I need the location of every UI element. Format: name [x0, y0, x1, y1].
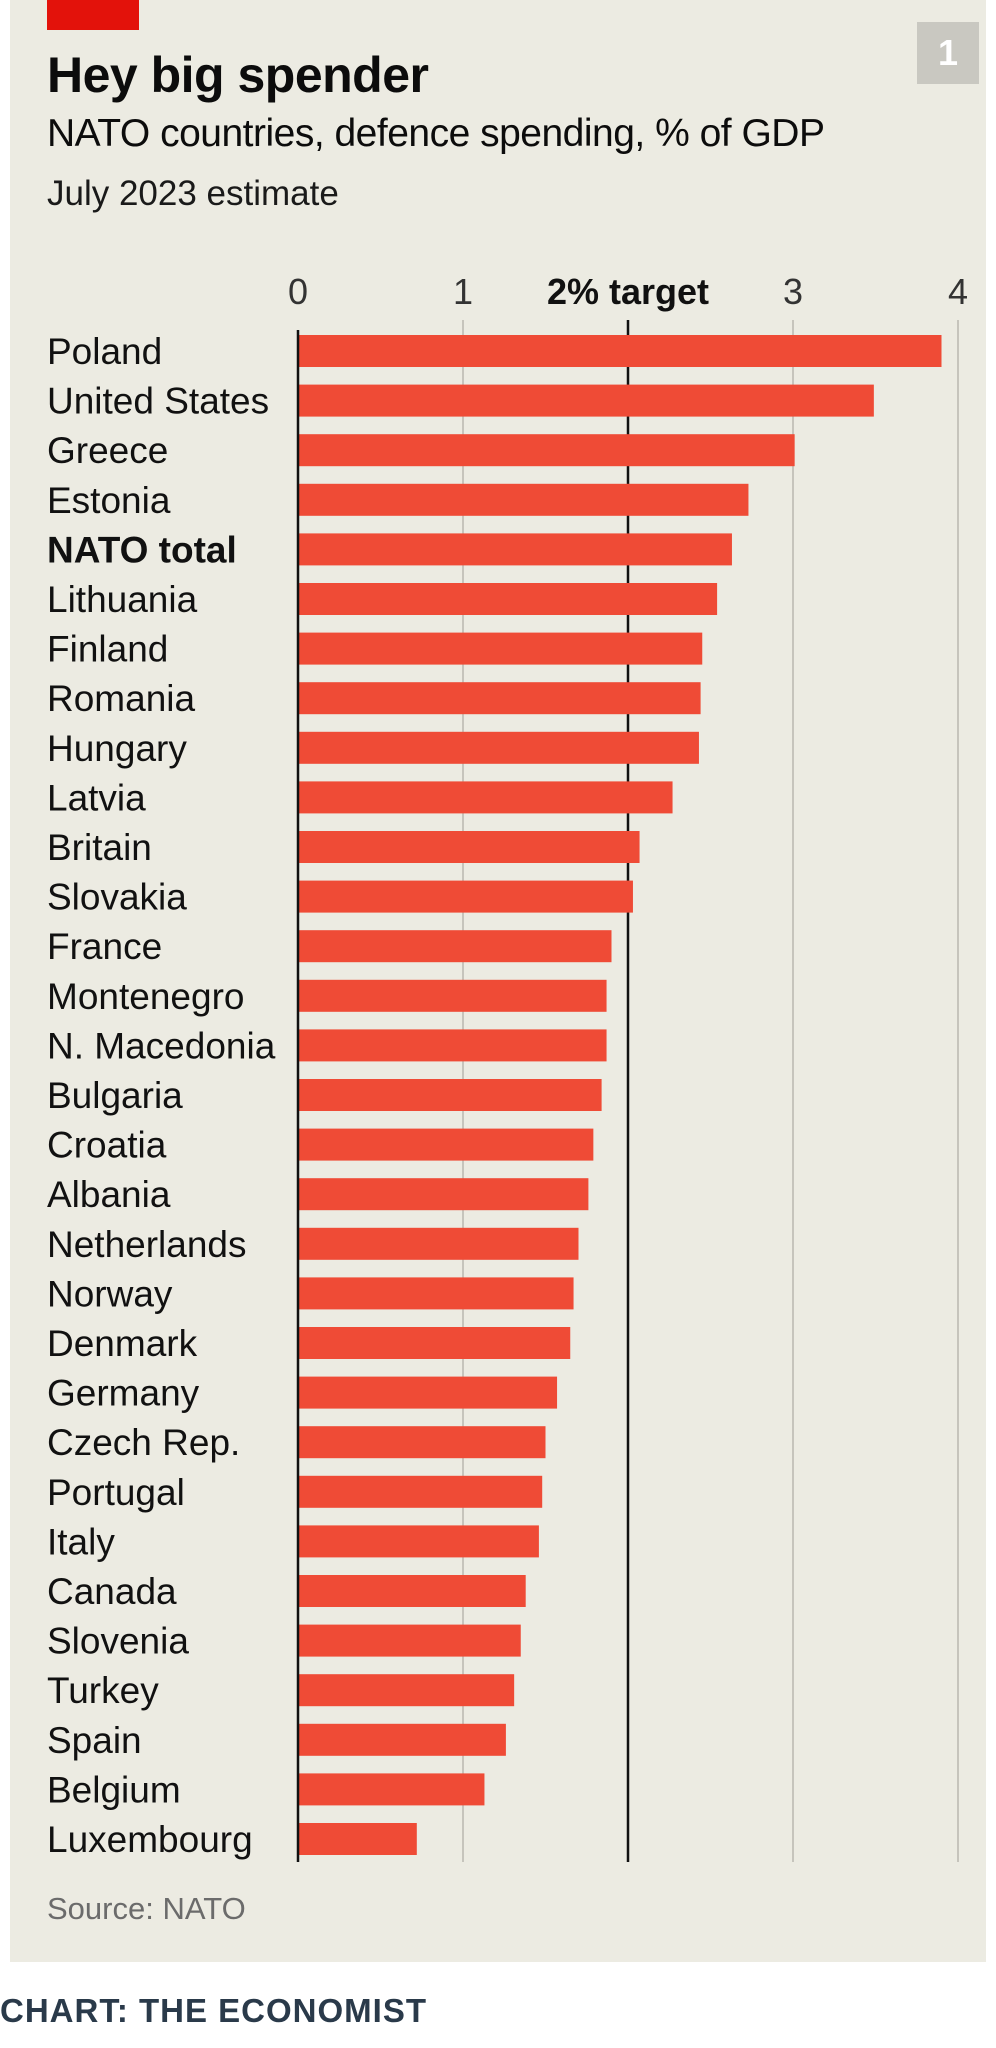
category-label: Portugal: [47, 1472, 185, 1513]
bar: [298, 483, 749, 516]
category-label: Estonia: [47, 480, 171, 521]
bar: [298, 434, 795, 467]
bar: [298, 831, 640, 863]
bar: [298, 1376, 558, 1409]
category-label: Latvia: [47, 777, 146, 818]
category-label: Albania: [47, 1174, 171, 1215]
category-label: Spain: [47, 1720, 142, 1761]
bar: [298, 583, 718, 615]
category-label: France: [47, 926, 162, 967]
bar: [298, 880, 633, 913]
bar: [298, 1178, 589, 1211]
category-label: Luxembourg: [47, 1819, 253, 1860]
chart-title: Hey big spender: [47, 47, 429, 103]
x-tick-label: 1: [453, 271, 473, 312]
bar: [298, 731, 699, 764]
bar: [298, 1674, 515, 1707]
bar: [298, 1525, 539, 1558]
category-label: Lithuania: [47, 579, 198, 620]
category-label: Netherlands: [47, 1224, 247, 1265]
category-label: Slovenia: [47, 1621, 189, 1662]
bar: [298, 682, 701, 715]
bar: [298, 1327, 571, 1359]
bar: [298, 1426, 546, 1459]
category-label: Germany: [47, 1373, 200, 1414]
bar: [298, 632, 703, 665]
bar: [298, 1029, 607, 1062]
category-label: Montenegro: [47, 976, 244, 1017]
category-label: Slovakia: [47, 877, 187, 918]
source-note: Source: NATO: [47, 1891, 246, 1926]
category-label: Canada: [47, 1571, 177, 1612]
category-label: Croatia: [47, 1125, 167, 1166]
bar: [298, 979, 607, 1012]
chart-note: July 2023 estimate: [47, 174, 339, 213]
chart-subtitle: NATO countries, defence spending, % of G…: [47, 112, 825, 155]
x-tick-label: 0: [288, 271, 308, 312]
bar: [298, 533, 732, 566]
x-tick-label: 4: [948, 271, 968, 312]
bar: [298, 781, 673, 814]
bar: [298, 1624, 521, 1657]
category-label: Denmark: [47, 1323, 198, 1364]
category-label: Belgium: [47, 1769, 181, 1810]
category-label: N. Macedonia: [47, 1025, 276, 1066]
bar: [298, 1128, 594, 1161]
bar: [298, 384, 874, 417]
bar: [298, 1079, 602, 1111]
category-label: Italy: [47, 1521, 115, 1562]
category-label: Bulgaria: [47, 1075, 183, 1116]
x-tick-label: 3: [783, 271, 803, 312]
x-tick-label: 2% target: [547, 271, 709, 312]
category-label: Britain: [47, 827, 152, 868]
category-label: Romania: [47, 678, 195, 719]
chart-credit: CHART: THE ECONOMIST: [0, 1992, 427, 2029]
brand-tag: [47, 0, 139, 30]
category-label: NATO total: [47, 529, 237, 570]
bar: [298, 1723, 506, 1756]
category-label: Turkey: [47, 1670, 159, 1711]
category-label: Poland: [47, 331, 162, 372]
category-label: Finland: [47, 629, 168, 670]
category-label: Hungary: [47, 728, 187, 769]
bar: [298, 1277, 574, 1310]
bar: [298, 930, 612, 963]
bar: [298, 1575, 526, 1607]
bar: [298, 1773, 485, 1806]
category-label: Norway: [47, 1273, 173, 1314]
chart-number-badge: 1: [917, 22, 979, 84]
bar: [298, 335, 942, 367]
bar: [298, 1475, 543, 1508]
bar-chart: 0 1 2% target 3 4 Poland United States Greece Es…: [47, 271, 968, 1862]
category-label: Greece: [47, 430, 168, 471]
category-label: United States: [47, 381, 269, 422]
bar: [298, 1823, 417, 1855]
bar: [298, 1227, 579, 1260]
category-label: Czech Rep.: [47, 1422, 240, 1463]
